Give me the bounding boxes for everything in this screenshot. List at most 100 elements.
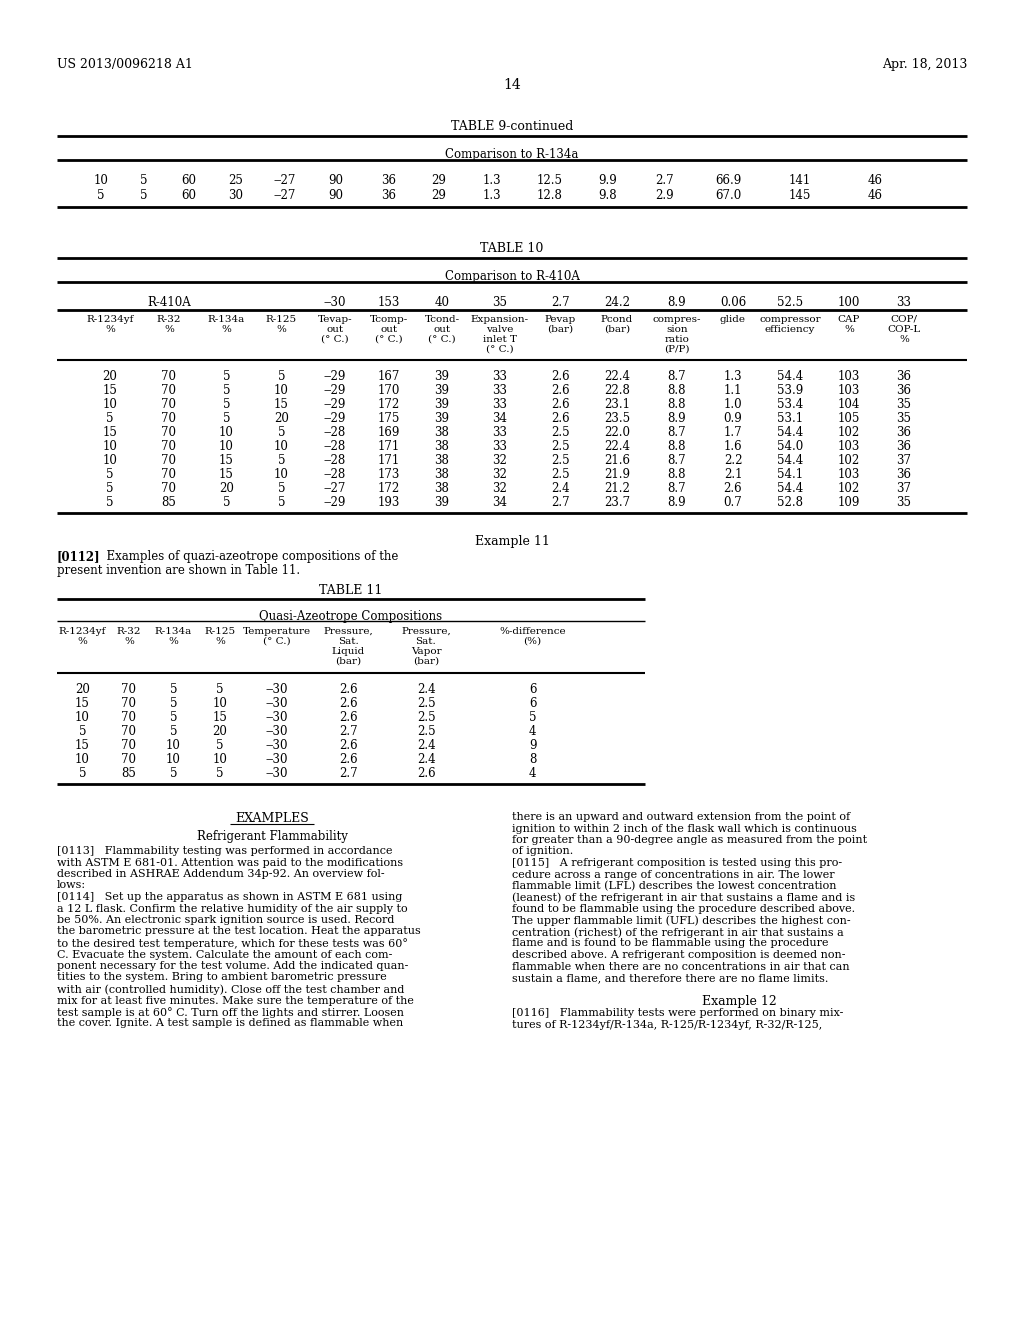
Text: 2.1: 2.1 [724,469,742,480]
Text: 171: 171 [378,440,400,453]
Text: 1.1: 1.1 [724,384,742,397]
Text: 70: 70 [122,752,136,766]
Text: R-125: R-125 [266,315,297,323]
Text: 22.8: 22.8 [604,384,630,397]
Text: 5: 5 [106,412,114,425]
Text: 2.5: 2.5 [551,426,569,440]
Text: 20: 20 [219,482,233,495]
Text: 32: 32 [493,482,508,495]
Text: 53.1: 53.1 [777,412,803,425]
Text: 102: 102 [838,482,860,495]
Text: 70: 70 [162,482,176,495]
Text: 103: 103 [838,440,860,453]
Text: 9: 9 [528,739,537,752]
Text: 173: 173 [378,469,400,480]
Text: 70: 70 [122,697,136,710]
Text: 46: 46 [867,174,883,187]
Text: 141: 141 [788,174,811,187]
Text: 2.4: 2.4 [417,739,435,752]
Text: 70: 70 [162,426,176,440]
Text: 10: 10 [274,469,289,480]
Text: ‒29: ‒29 [324,399,346,411]
Text: inlet T: inlet T [483,335,517,345]
Text: %-difference: %-difference [499,627,566,636]
Text: 2.2: 2.2 [724,454,742,467]
Text: 10: 10 [274,440,289,453]
Text: the cover. Ignite. A test sample is defined as flammable when: the cover. Ignite. A test sample is defi… [57,1019,403,1028]
Text: 34: 34 [493,496,508,510]
Text: [0112]: [0112] [57,550,100,564]
Text: 36: 36 [896,384,911,397]
Text: 8: 8 [528,752,537,766]
Text: 4: 4 [528,725,537,738]
Text: TABLE 9-continued: TABLE 9-continued [451,120,573,133]
Text: 23.1: 23.1 [604,399,630,411]
Text: TABLE 11: TABLE 11 [319,583,383,597]
Text: 66.9: 66.9 [715,174,741,187]
Text: 2.6: 2.6 [339,697,357,710]
Text: [0113]   Flammability testing was performed in accordance: [0113] Flammability testing was performe… [57,846,392,855]
Text: 24.2: 24.2 [604,296,630,309]
Text: 40: 40 [434,296,450,309]
Text: 10: 10 [219,426,233,440]
Text: 90: 90 [329,174,343,187]
Text: 105: 105 [838,412,860,425]
Text: ‒27: ‒27 [273,174,296,187]
Text: flame and is found to be flammable using the procedure: flame and is found to be flammable using… [512,939,828,949]
Text: 70: 70 [162,370,176,383]
Text: ‒27: ‒27 [273,189,296,202]
Text: 35: 35 [896,412,911,425]
Text: 103: 103 [838,370,860,383]
Text: ‒29: ‒29 [324,384,346,397]
Text: with air (controlled humidity). Close off the test chamber and: with air (controlled humidity). Close of… [57,983,404,994]
Text: Pressure,: Pressure, [401,627,451,636]
Text: %: % [105,325,115,334]
Text: 39: 39 [434,370,450,383]
Text: centration (richest) of the refrigerant in air that sustains a: centration (richest) of the refrigerant … [512,927,844,937]
Text: Tcomp-: Tcomp- [370,315,409,323]
Text: 54.4: 54.4 [777,370,803,383]
Text: 10: 10 [75,752,90,766]
Text: 172: 172 [378,399,400,411]
Text: Example 11: Example 11 [474,535,550,548]
Text: 36: 36 [381,189,396,202]
Text: 20: 20 [213,725,227,738]
Text: (° C.): (° C.) [263,638,291,645]
Text: 10: 10 [166,752,181,766]
Text: 169: 169 [378,426,400,440]
Text: 33: 33 [896,296,911,309]
Text: the barometric pressure at the test location. Heat the apparatus: the barometric pressure at the test loca… [57,927,421,936]
Text: 5: 5 [278,454,286,467]
Text: 2.7: 2.7 [339,767,357,780]
Text: 37: 37 [896,482,911,495]
Text: 0.7: 0.7 [724,496,742,510]
Text: Pcond: Pcond [601,315,633,323]
Text: 2.5: 2.5 [551,454,569,467]
Text: Apr. 18, 2013: Apr. 18, 2013 [882,58,967,71]
Text: (leanest) of the refrigerant in air that sustains a flame and is: (leanest) of the refrigerant in air that… [512,892,855,903]
Text: 15: 15 [75,697,90,710]
Text: (° C.): (° C.) [375,335,402,345]
Text: 5: 5 [278,370,286,383]
Text: 103: 103 [838,384,860,397]
Text: 8.9: 8.9 [668,296,686,309]
Text: cedure across a range of concentrations in air. The lower: cedure across a range of concentrations … [512,870,835,879]
Text: (P/P): (P/P) [665,345,690,354]
Text: 85: 85 [162,496,176,510]
Text: 29: 29 [431,189,446,202]
Text: 2.4: 2.4 [417,682,435,696]
Text: Expansion-: Expansion- [471,315,529,323]
Text: 46: 46 [867,189,883,202]
Text: COP-L: COP-L [888,325,921,334]
Text: 20: 20 [274,412,289,425]
Text: R-134a: R-134a [208,315,245,323]
Text: described in ASHRAE Addendum 34p-92. An overview fol-: described in ASHRAE Addendum 34p-92. An … [57,869,385,879]
Text: C. Evacuate the system. Calculate the amount of each com-: C. Evacuate the system. Calculate the am… [57,949,392,960]
Text: 5: 5 [278,496,286,510]
Text: [0115]   A refrigerant composition is tested using this pro-: [0115] A refrigerant composition is test… [512,858,842,869]
Text: Temperature: Temperature [243,627,310,636]
Text: 10: 10 [102,399,118,411]
Text: 167: 167 [378,370,400,383]
Text: 37: 37 [896,454,911,467]
Text: 38: 38 [434,469,450,480]
